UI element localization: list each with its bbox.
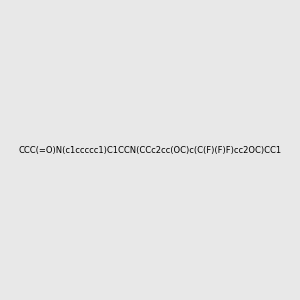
Text: CCC(=O)N(c1ccccc1)C1CCN(CCc2cc(OC)c(C(F)(F)F)cc2OC)CC1: CCC(=O)N(c1ccccc1)C1CCN(CCc2cc(OC)c(C(F)… — [18, 146, 282, 154]
